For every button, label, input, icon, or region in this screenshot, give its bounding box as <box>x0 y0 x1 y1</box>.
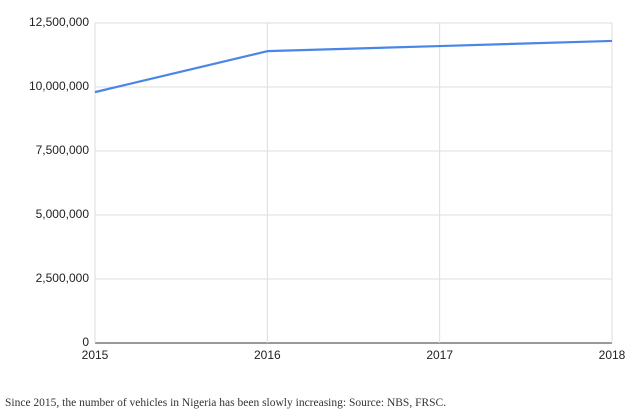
data-line <box>94 39 613 94</box>
x-tick-label: 2018 <box>599 348 626 362</box>
y-tick-label: 7,500,000 <box>36 143 90 157</box>
caption: Since 2015, the number of vehicles in Ni… <box>5 397 447 409</box>
y-tick-label: 2,500,000 <box>36 271 90 285</box>
y-tick-label: 12,500,000 <box>29 15 89 29</box>
y-tick-label: 0 <box>82 335 89 349</box>
chart: 0 2,500,000 5,000,000 7,500,000 10,000,000 12… <box>29 15 626 362</box>
x-tick-label: 2017 <box>426 348 453 362</box>
y-tick-label: 5,000,000 <box>36 207 90 221</box>
x-tick-label: 2016 <box>254 348 281 362</box>
y-tick-label: 10,000,000 <box>29 79 89 93</box>
x-tick-label: 2015 <box>82 348 109 362</box>
